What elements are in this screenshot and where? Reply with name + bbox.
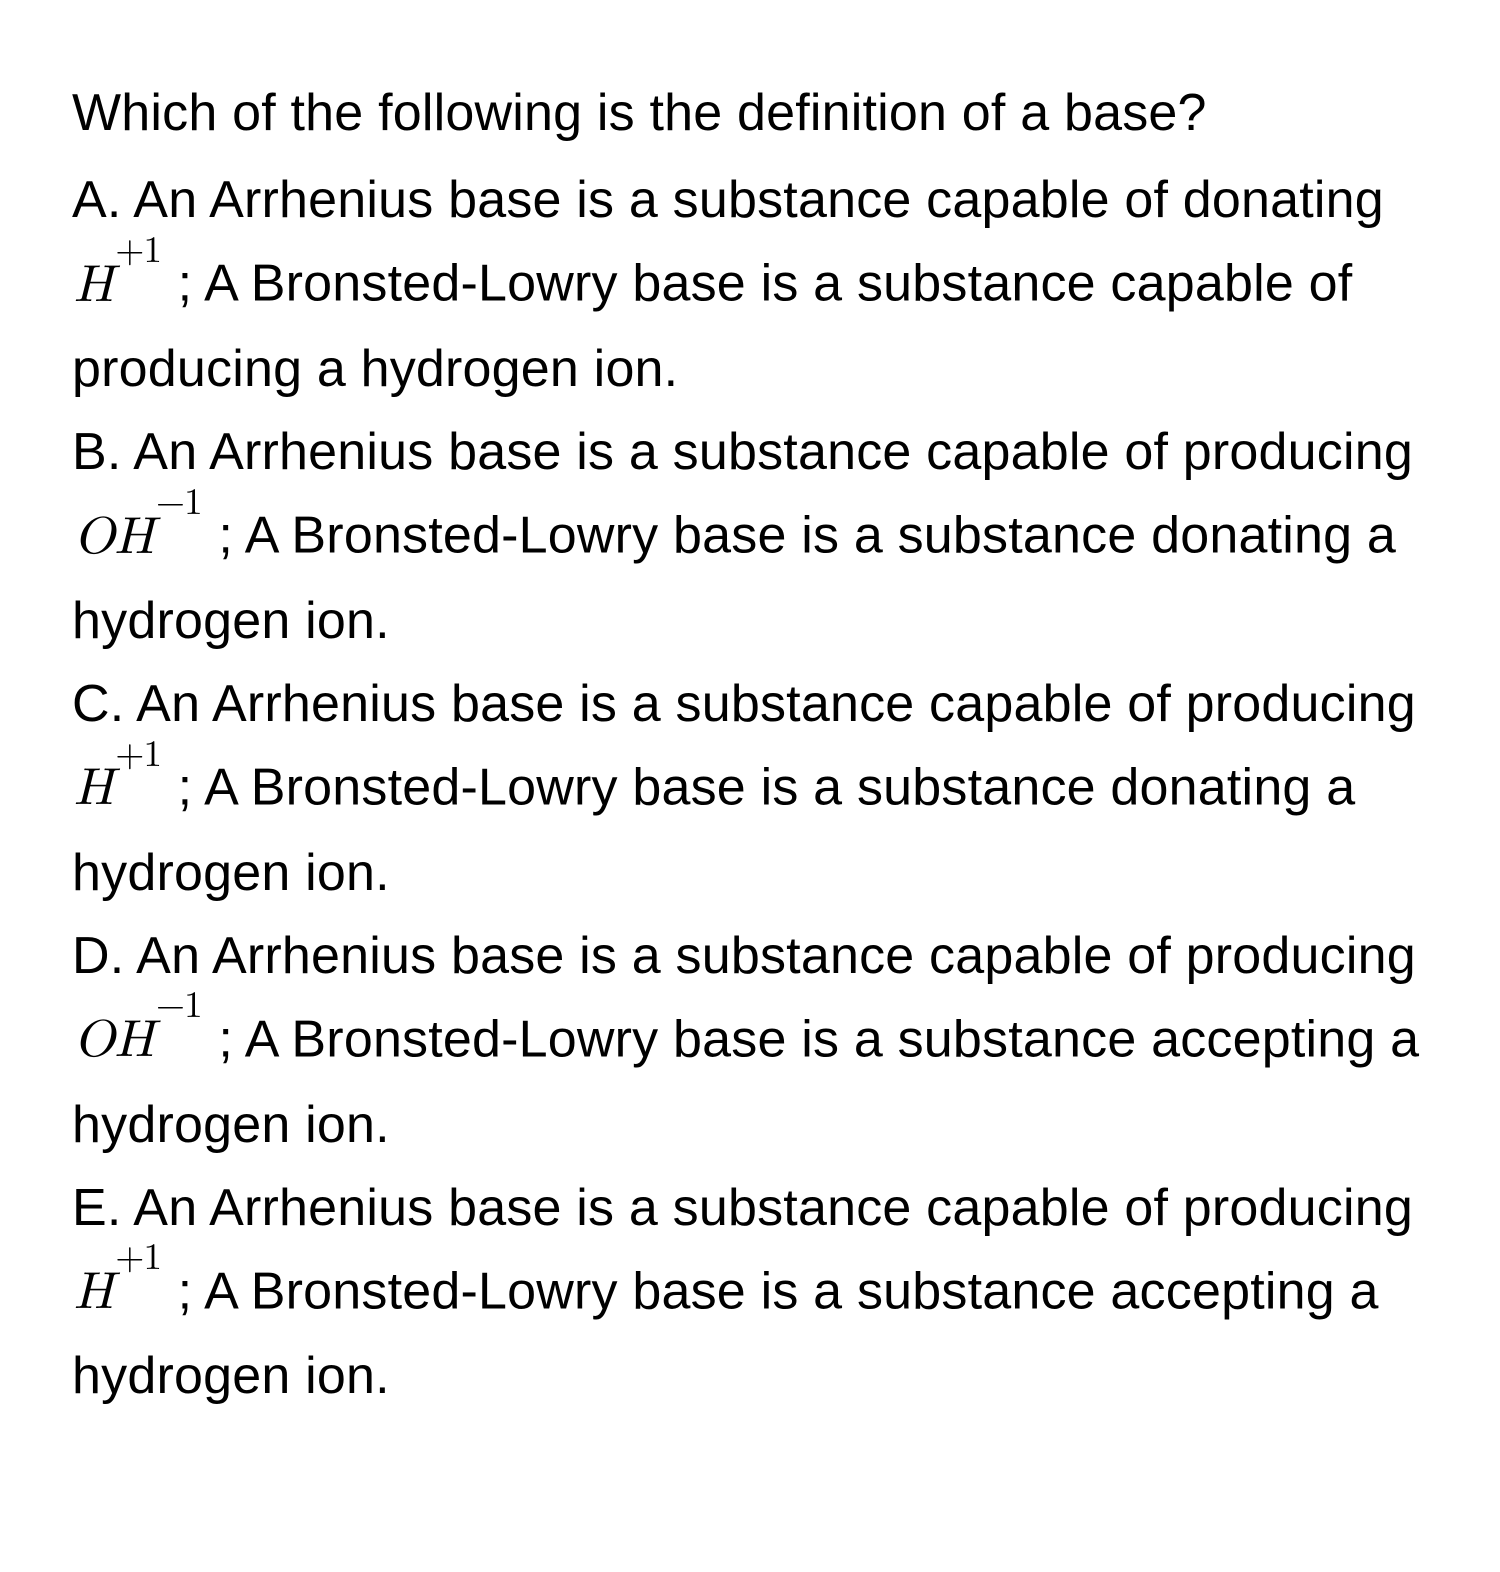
- formula-oh-minus-1-icon: OH−1: [72, 1015, 204, 1067]
- choice-d-pre: An Arrhenius base is a substance capable…: [124, 927, 1415, 985]
- formula-superscript: −1: [156, 485, 202, 522]
- choice-e-post: ; A Bronsted-Lowry base is a substance a…: [72, 1262, 1379, 1405]
- choice-d-label: D.: [72, 927, 124, 985]
- formula-symbol: H: [74, 260, 113, 312]
- choice-e: E. An Arrhenius base is a substance capa…: [72, 1167, 1428, 1419]
- choice-c-pre: An Arrhenius base is a substance capable…: [124, 675, 1415, 733]
- choice-e-label: E.: [72, 1179, 122, 1237]
- formula-symbol: H: [74, 1267, 113, 1319]
- formula-superscript: +1: [115, 233, 161, 270]
- formula-symbol: H: [74, 763, 113, 815]
- choice-a: A. An Arrhenius base is a substance capa…: [72, 159, 1428, 411]
- choice-c-label: C.: [72, 675, 124, 733]
- formula-symbol: OH: [74, 512, 154, 564]
- formula-superscript: +1: [115, 737, 161, 774]
- formula-oh-minus-1-icon: OH−1: [72, 512, 204, 564]
- formula-h-plus-1-icon: H+1: [72, 763, 163, 815]
- choice-b-label: B.: [72, 423, 122, 481]
- formula-superscript: +1: [115, 1240, 161, 1277]
- formula-symbol: OH: [74, 1015, 154, 1067]
- choice-d-post: ; A Bronsted-Lowry base is a substance a…: [72, 1010, 1419, 1153]
- question-text: Which of the following is the definition…: [72, 72, 1428, 155]
- question-block: Which of the following is the definition…: [72, 72, 1428, 1419]
- choice-b: B. An Arrhenius base is a substance capa…: [72, 411, 1428, 663]
- choice-c: C. An Arrhenius base is a substance capa…: [72, 663, 1428, 915]
- choice-b-post: ; A Bronsted-Lowry base is a substance d…: [72, 507, 1396, 650]
- choice-a-post: ; A Bronsted-Lowry base is a substance c…: [72, 255, 1352, 398]
- choice-e-pre: An Arrhenius base is a substance capable…: [122, 1179, 1413, 1237]
- choice-a-pre: An Arrhenius base is a substance capable…: [122, 171, 1384, 229]
- choice-c-post: ; A Bronsted-Lowry base is a substance d…: [72, 758, 1355, 901]
- formula-h-plus-1-icon: H+1: [72, 1267, 163, 1319]
- choice-a-label: A.: [72, 171, 122, 229]
- formula-h-plus-1-icon: H+1: [72, 260, 163, 312]
- choice-b-pre: An Arrhenius base is a substance capable…: [122, 423, 1413, 481]
- choice-d: D. An Arrhenius base is a substance capa…: [72, 915, 1428, 1167]
- formula-superscript: −1: [156, 988, 202, 1025]
